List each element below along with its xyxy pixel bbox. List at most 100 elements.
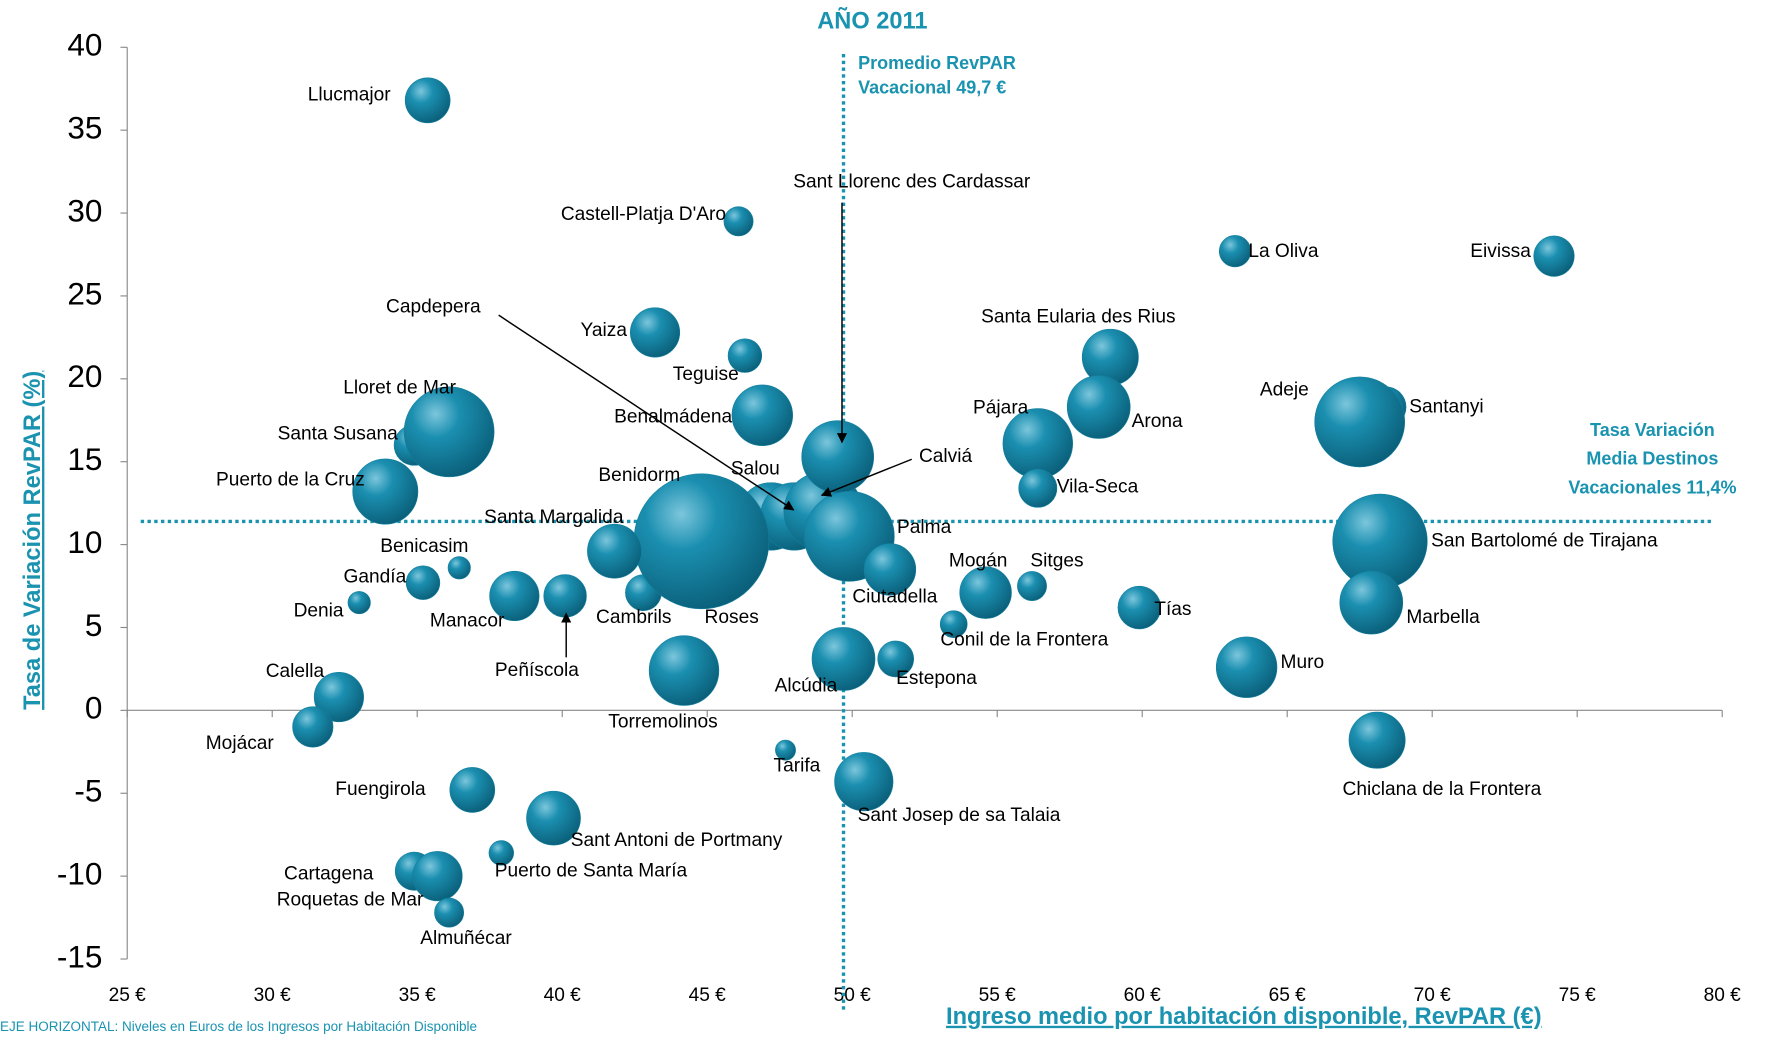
bubble (1533, 235, 1575, 277)
bubble-label: Fuengirola (335, 779, 426, 800)
bubble (939, 610, 968, 638)
bubble (404, 77, 451, 124)
bubble-label: Gandía (343, 566, 406, 587)
y-tick-label: 0 (85, 690, 103, 726)
reference-label: Tasa Variación (1590, 420, 1715, 440)
bubble-label: Santa Margalida (484, 507, 624, 528)
bubble (1348, 711, 1406, 769)
y-axis-label: Tasa de Variación RevPAR (%) (20, 371, 46, 710)
bubble (347, 591, 371, 615)
bubble-label: Calella (266, 661, 325, 682)
x-tick-label: 50 € (834, 985, 872, 1006)
y-tick-label: 30 (67, 192, 102, 228)
bubble (587, 523, 642, 579)
bubble-label: Sant Antoni de Portmany (571, 830, 783, 851)
bubble-label: San Bartolomé de Tirajana (1431, 530, 1658, 551)
bubble (877, 640, 915, 678)
reference-label: Promedio RevPAR (858, 53, 1016, 73)
bubble-label: Vila-Seca (1057, 476, 1139, 497)
bubble (801, 420, 875, 494)
bubble (292, 706, 334, 748)
bubble (434, 897, 465, 928)
bubble (488, 840, 514, 866)
bubble (629, 307, 681, 358)
bubble-label: Lloret de Mar (343, 377, 456, 398)
x-axis-label: Ingreso medio por habitación disponible,… (946, 1004, 1542, 1030)
y-tick-label: 15 (67, 441, 102, 477)
bubble-label: Eivissa (1470, 241, 1531, 262)
bubble (633, 473, 770, 610)
reference-label: Vacacionales 11,4% (1568, 477, 1736, 497)
bubble-label: Mojácar (206, 733, 275, 754)
bubble (412, 851, 463, 902)
bubble-label: Mogán (949, 551, 1007, 572)
bubble-label: Benicasim (380, 536, 468, 557)
bubble (1339, 570, 1404, 635)
bubble-label: Adeje (1260, 380, 1309, 401)
footnote: EJE HORIZONTAL: Niveles en Euros de los … (0, 1019, 477, 1034)
bubble-label: Chiclana de la Frontera (1343, 779, 1542, 800)
bubble-label: Muro (1281, 652, 1325, 673)
label-arrow (820, 458, 913, 497)
bubble-label: Benidorm (598, 465, 680, 486)
bubble-label: Castell-Platja D'Aro (561, 204, 726, 225)
x-tick-label: 30 € (254, 985, 292, 1006)
bubble (352, 458, 419, 525)
bubble-label: Llucmajor (308, 85, 392, 106)
bubble (731, 384, 793, 446)
bubble-label: Capdepera (386, 296, 481, 317)
bubble (1215, 636, 1278, 698)
bubble (405, 565, 441, 600)
bubble-label: Santanyi (1409, 397, 1483, 418)
bubble-label: Torremolinos (608, 712, 717, 733)
x-tick-label: 25 € (109, 985, 147, 1006)
bubble-label: Calviá (919, 446, 973, 467)
bubble-label: Estepona (896, 668, 977, 689)
bubble (863, 543, 917, 596)
bubble-label: Denia (294, 600, 344, 621)
bubble-label: Almuñécar (420, 928, 512, 949)
y-tick-label: -15 (57, 938, 103, 974)
bubble-label: Sant Josep de sa Talaia (858, 805, 1061, 826)
x-tick-label: 80 € (1704, 985, 1742, 1006)
y-tick-label: 5 (85, 607, 103, 643)
bubble (449, 767, 496, 813)
reference-label: Vacacional 49,7 € (858, 78, 1006, 98)
bubble (648, 635, 720, 706)
bubble (811, 627, 876, 691)
x-tick-label: 40 € (544, 985, 582, 1006)
bubble-label: Teguise (673, 364, 739, 385)
bubble-label: Sitges (1030, 551, 1083, 572)
reference-label: Media Destinos (1586, 449, 1718, 469)
bubble-label: Cambrils (596, 607, 671, 628)
subtitle: AÑO 2011 (817, 7, 927, 35)
bubble (1218, 235, 1252, 268)
bubble (403, 386, 495, 478)
x-tick-label: 55 € (979, 985, 1017, 1006)
x-tick-label: 45 € (689, 985, 727, 1006)
x-tick-label: 35 € (399, 985, 437, 1006)
bubble-label: Tías (1154, 599, 1191, 620)
bubble-label: Manacor (430, 610, 505, 631)
bubble-label: Santa Eularia des Rius (981, 306, 1176, 327)
x-tick-label: 60 € (1124, 985, 1162, 1006)
x-tick-label: 75 € (1559, 985, 1597, 1006)
bubble-label: Roses (705, 607, 759, 628)
bubble-label: Puerto de la Cruz (216, 470, 365, 491)
bubble-label: Palma (897, 517, 952, 538)
bubble-label: Santa Susana (278, 424, 399, 445)
bubble-label: Puerto de Santa María (495, 860, 688, 881)
y-tick-label: 40 (67, 27, 102, 63)
bubble (1066, 375, 1131, 439)
bubble (543, 574, 587, 618)
bubble (1002, 408, 1073, 479)
y-tick-label: -5 (74, 773, 102, 809)
y-tick-label: -10 (57, 855, 103, 891)
bubble-label: Roquetas de Mar (277, 890, 424, 911)
y-tick-label: 25 (67, 275, 102, 311)
bubble (723, 206, 754, 237)
bubble-label: La Oliva (1248, 241, 1319, 262)
y-tick-label: 20 (67, 358, 102, 394)
bubble-label: Benalmádena (614, 407, 732, 428)
bubble-label: Marbella (1406, 607, 1480, 628)
